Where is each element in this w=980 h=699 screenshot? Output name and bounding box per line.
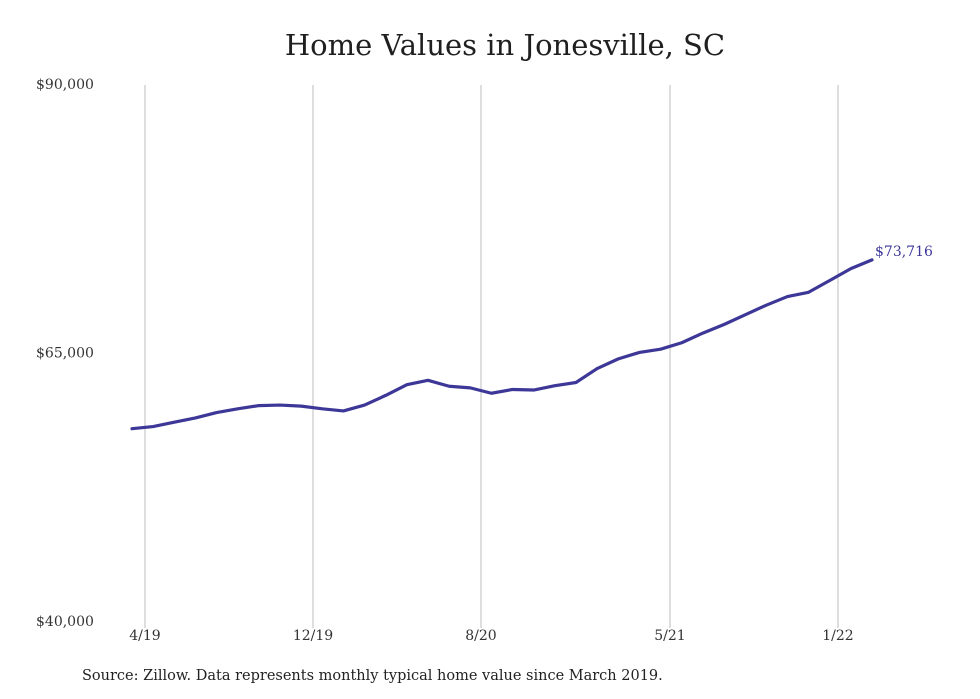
y-tick-label-2: $65,000 [36, 346, 94, 362]
series-line [130, 258, 874, 431]
chart-title: Home Values in Jonesville, SC [284, 28, 726, 62]
end-value-label: $73,716 [875, 244, 933, 260]
series-layer [130, 258, 874, 431]
x-tick-label-5: 1/22 [822, 628, 853, 644]
label-layer: $73,716 [875, 244, 933, 260]
x-tick-label-4: 5/21 [654, 628, 685, 644]
x-tick-label-1: 4/19 [129, 628, 160, 644]
y-axis: $90,000 $65,000 $40,000 [36, 77, 94, 630]
x-axis: 4/19 12/19 8/20 5/21 1/22 [129, 628, 853, 644]
y-tick-label-1: $90,000 [36, 77, 94, 93]
x-tick-label-3: 8/20 [465, 628, 496, 644]
vertical-gridlines [144, 85, 839, 628]
source-note: Source: Zillow. Data represents monthly … [82, 668, 663, 684]
x-tick-label-2: 12/19 [293, 628, 333, 644]
y-tick-label-3: $40,000 [36, 614, 94, 630]
